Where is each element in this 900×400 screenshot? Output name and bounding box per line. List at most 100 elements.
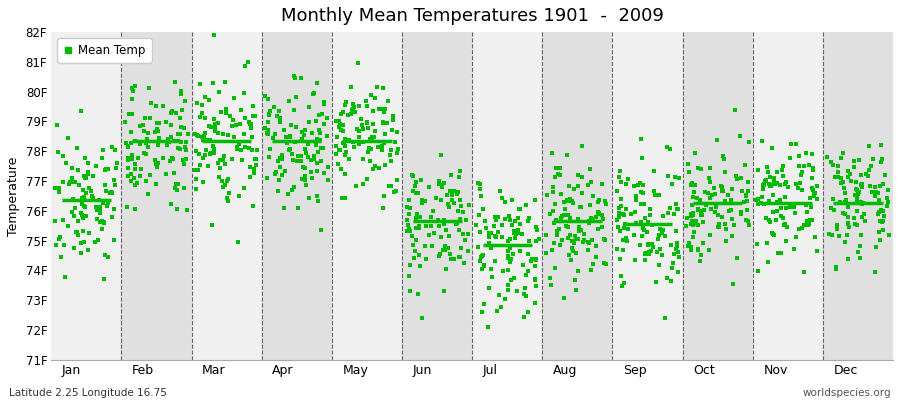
Point — [360, 120, 374, 126]
Point — [268, 130, 283, 137]
Point — [57, 242, 71, 248]
Point — [704, 206, 718, 212]
Point — [436, 247, 451, 254]
Point — [691, 164, 706, 171]
Point — [644, 248, 658, 255]
Point — [827, 207, 842, 213]
Point — [334, 166, 348, 172]
Point — [498, 296, 512, 302]
Point — [691, 246, 706, 252]
Point — [810, 183, 824, 190]
Point — [838, 199, 852, 205]
Point — [508, 218, 522, 224]
Point — [686, 222, 700, 228]
Point — [384, 127, 399, 133]
Point — [730, 255, 744, 261]
Point — [502, 212, 517, 219]
Point — [863, 182, 878, 189]
Point — [734, 210, 748, 217]
Point — [93, 208, 107, 214]
Point — [472, 186, 487, 192]
Point — [634, 201, 649, 207]
Point — [447, 256, 462, 262]
Point — [273, 119, 287, 125]
Point — [94, 226, 109, 232]
Point — [551, 171, 565, 178]
Point — [272, 177, 286, 184]
Point — [287, 184, 302, 190]
Point — [490, 308, 504, 314]
Point — [854, 232, 868, 238]
Point — [853, 181, 868, 188]
Point — [230, 144, 244, 151]
Point — [796, 225, 810, 232]
Point — [641, 218, 655, 225]
Point — [848, 220, 862, 227]
Point — [646, 168, 661, 174]
Point — [173, 115, 187, 121]
Point — [384, 147, 399, 154]
Point — [479, 224, 493, 231]
Point — [505, 222, 519, 228]
Point — [246, 203, 260, 209]
Point — [68, 205, 82, 211]
Point — [424, 214, 438, 220]
Point — [477, 262, 491, 268]
Point — [205, 222, 220, 228]
Point — [461, 231, 475, 238]
Point — [424, 222, 438, 229]
Title: Monthly Mean Temperatures 1901  -  2009: Monthly Mean Temperatures 1901 - 2009 — [281, 7, 663, 25]
Point — [336, 108, 350, 115]
Point — [67, 245, 81, 252]
Point — [613, 227, 627, 234]
Point — [76, 238, 91, 245]
Point — [98, 182, 112, 188]
Point — [774, 205, 788, 212]
Point — [500, 282, 515, 288]
Point — [295, 176, 310, 182]
Point — [508, 231, 523, 237]
Point — [756, 182, 770, 188]
Point — [188, 176, 202, 182]
Point — [683, 244, 698, 250]
Point — [581, 240, 596, 247]
Point — [232, 193, 247, 199]
Point — [690, 207, 705, 213]
Point — [380, 120, 394, 126]
Point — [562, 235, 576, 242]
Point — [521, 251, 535, 257]
Point — [692, 258, 706, 264]
Point — [779, 238, 794, 244]
Point — [513, 221, 527, 228]
Point — [238, 185, 252, 191]
Point — [643, 212, 657, 218]
Point — [633, 242, 647, 248]
Point — [553, 172, 567, 178]
Point — [864, 163, 878, 169]
Point — [121, 143, 135, 149]
Point — [755, 194, 770, 201]
Point — [807, 190, 822, 196]
Point — [75, 210, 89, 217]
Point — [170, 138, 184, 144]
Point — [261, 131, 275, 138]
Point — [567, 277, 581, 284]
Point — [824, 232, 839, 238]
Point — [640, 229, 654, 236]
Point — [138, 115, 152, 121]
Point — [684, 182, 698, 188]
Point — [548, 201, 562, 207]
Point — [143, 114, 157, 121]
Point — [610, 246, 625, 252]
Point — [81, 160, 95, 166]
Point — [626, 232, 641, 238]
Point — [836, 185, 850, 191]
Point — [377, 106, 392, 113]
Legend: Mean Temp: Mean Temp — [58, 38, 152, 63]
Point — [507, 228, 521, 234]
Point — [405, 172, 419, 178]
Point — [363, 158, 377, 164]
Point — [98, 188, 112, 195]
Point — [711, 223, 725, 230]
Point — [52, 185, 67, 191]
